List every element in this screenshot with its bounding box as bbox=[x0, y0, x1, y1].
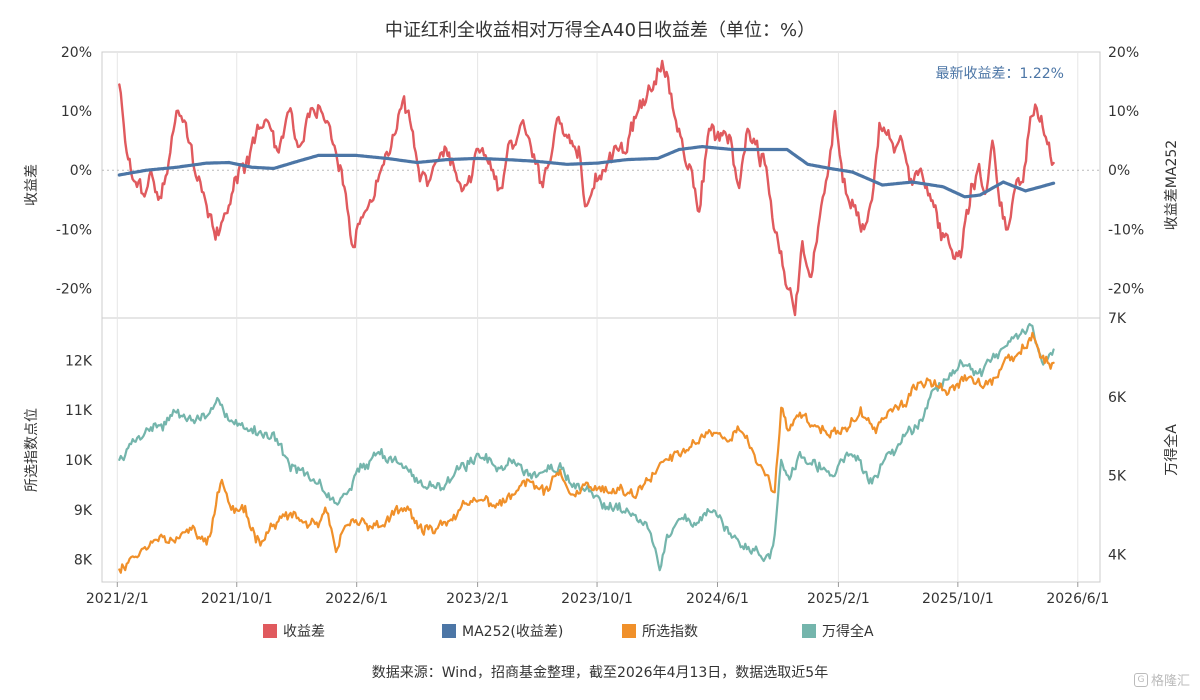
legend-swatch-wind-a bbox=[802, 624, 816, 638]
legend-label-spread: 收益差 bbox=[283, 624, 325, 640]
legend-swatch-index bbox=[622, 624, 636, 638]
x-tick-label: 2021/10/1 bbox=[201, 591, 273, 607]
top-right-tick-label: -20% bbox=[1108, 281, 1144, 297]
legend-swatch-spread bbox=[263, 624, 277, 638]
legend: 收益差 MA252(收益差) 所选指数 万得全A bbox=[0, 621, 1200, 641]
bottom-left-tick-label: 11K bbox=[65, 403, 93, 419]
bottom-left-tick-label: 9K bbox=[74, 503, 93, 519]
bottom-right-tick-label: 6K bbox=[1108, 390, 1127, 406]
top-left-tick-label: 20% bbox=[61, 45, 92, 61]
top-left-tick-label: -20% bbox=[56, 281, 92, 297]
top-left-tick-label: -10% bbox=[56, 222, 92, 238]
top-panel-frame bbox=[101, 51, 1101, 319]
top-left-axis-title: 收益差 bbox=[24, 164, 40, 206]
legend-item-wind-a[interactable]: 万得全A bbox=[802, 621, 874, 641]
wind-a-series-line bbox=[118, 322, 1055, 572]
x-tick-label: 2023/2/1 bbox=[446, 591, 509, 607]
top-right-tick-label: 10% bbox=[1108, 104, 1139, 120]
latest-spread-annotation: 最新收益差：1.22% bbox=[936, 66, 1064, 82]
legend-item-ma252[interactable]: MA252(收益差) bbox=[442, 621, 563, 641]
bottom-right-tick-label: 5K bbox=[1108, 469, 1127, 485]
bottom-right-tick-label: 7K bbox=[1108, 311, 1127, 327]
bottom-right-axis-title: 万得全A bbox=[1163, 424, 1180, 476]
bottom-left-tick-label: 10K bbox=[65, 453, 93, 469]
top-left-tick-label: 10% bbox=[61, 104, 92, 120]
x-tick-label: 2022/6/1 bbox=[325, 591, 388, 607]
chart-title: 中证红利全收益相对万得全A40日收益差（单位：%） bbox=[384, 20, 816, 41]
x-tick-label: 2023/10/1 bbox=[561, 591, 633, 607]
legend-item-index[interactable]: 所选指数 bbox=[622, 621, 698, 641]
watermark-logo-icon: G bbox=[1133, 672, 1148, 687]
spread-series-line bbox=[118, 59, 1055, 317]
source-note: 数据来源：Wind，招商基金整理，截至2026年4月13日，数据选取近5年 bbox=[371, 665, 829, 681]
legend-label-ma252: MA252(收益差) bbox=[462, 624, 564, 640]
top-right-axis-title: 收益差MA252 bbox=[1164, 140, 1180, 230]
legend-swatch-ma252 bbox=[442, 624, 456, 638]
top-left-tick-label: 0% bbox=[70, 163, 92, 179]
x-tick-label: 2026/6/1 bbox=[1046, 591, 1109, 607]
x-tick-label: 2024/6/1 bbox=[686, 591, 749, 607]
bottom-left-axis-title: 所选指数点位 bbox=[24, 408, 40, 492]
watermark-text: 格隆汇 bbox=[1150, 674, 1190, 689]
legend-label-wind-a: 万得全A bbox=[822, 624, 874, 640]
x-tick-label: 2025/2/1 bbox=[807, 591, 870, 607]
ma252-series-line bbox=[117, 145, 1056, 199]
legend-item-spread[interactable]: 收益差 bbox=[263, 621, 325, 641]
bottom-panel-frame bbox=[101, 317, 1101, 583]
watermark: G 格隆汇 bbox=[1133, 670, 1190, 689]
legend-label-index: 所选指数 bbox=[642, 624, 698, 640]
bottom-right-tick-label: 4K bbox=[1108, 547, 1127, 563]
x-tick-label: 2025/10/1 bbox=[922, 591, 994, 607]
bottom-left-tick-label: 8K bbox=[74, 553, 93, 569]
index-series-line bbox=[118, 331, 1055, 574]
top-right-tick-label: -10% bbox=[1108, 222, 1144, 238]
x-tick-label: 2021/2/1 bbox=[86, 591, 149, 607]
top-right-tick-label: 0% bbox=[1108, 163, 1130, 179]
bottom-left-tick-label: 12K bbox=[65, 353, 93, 369]
top-right-tick-label: 20% bbox=[1108, 45, 1139, 61]
